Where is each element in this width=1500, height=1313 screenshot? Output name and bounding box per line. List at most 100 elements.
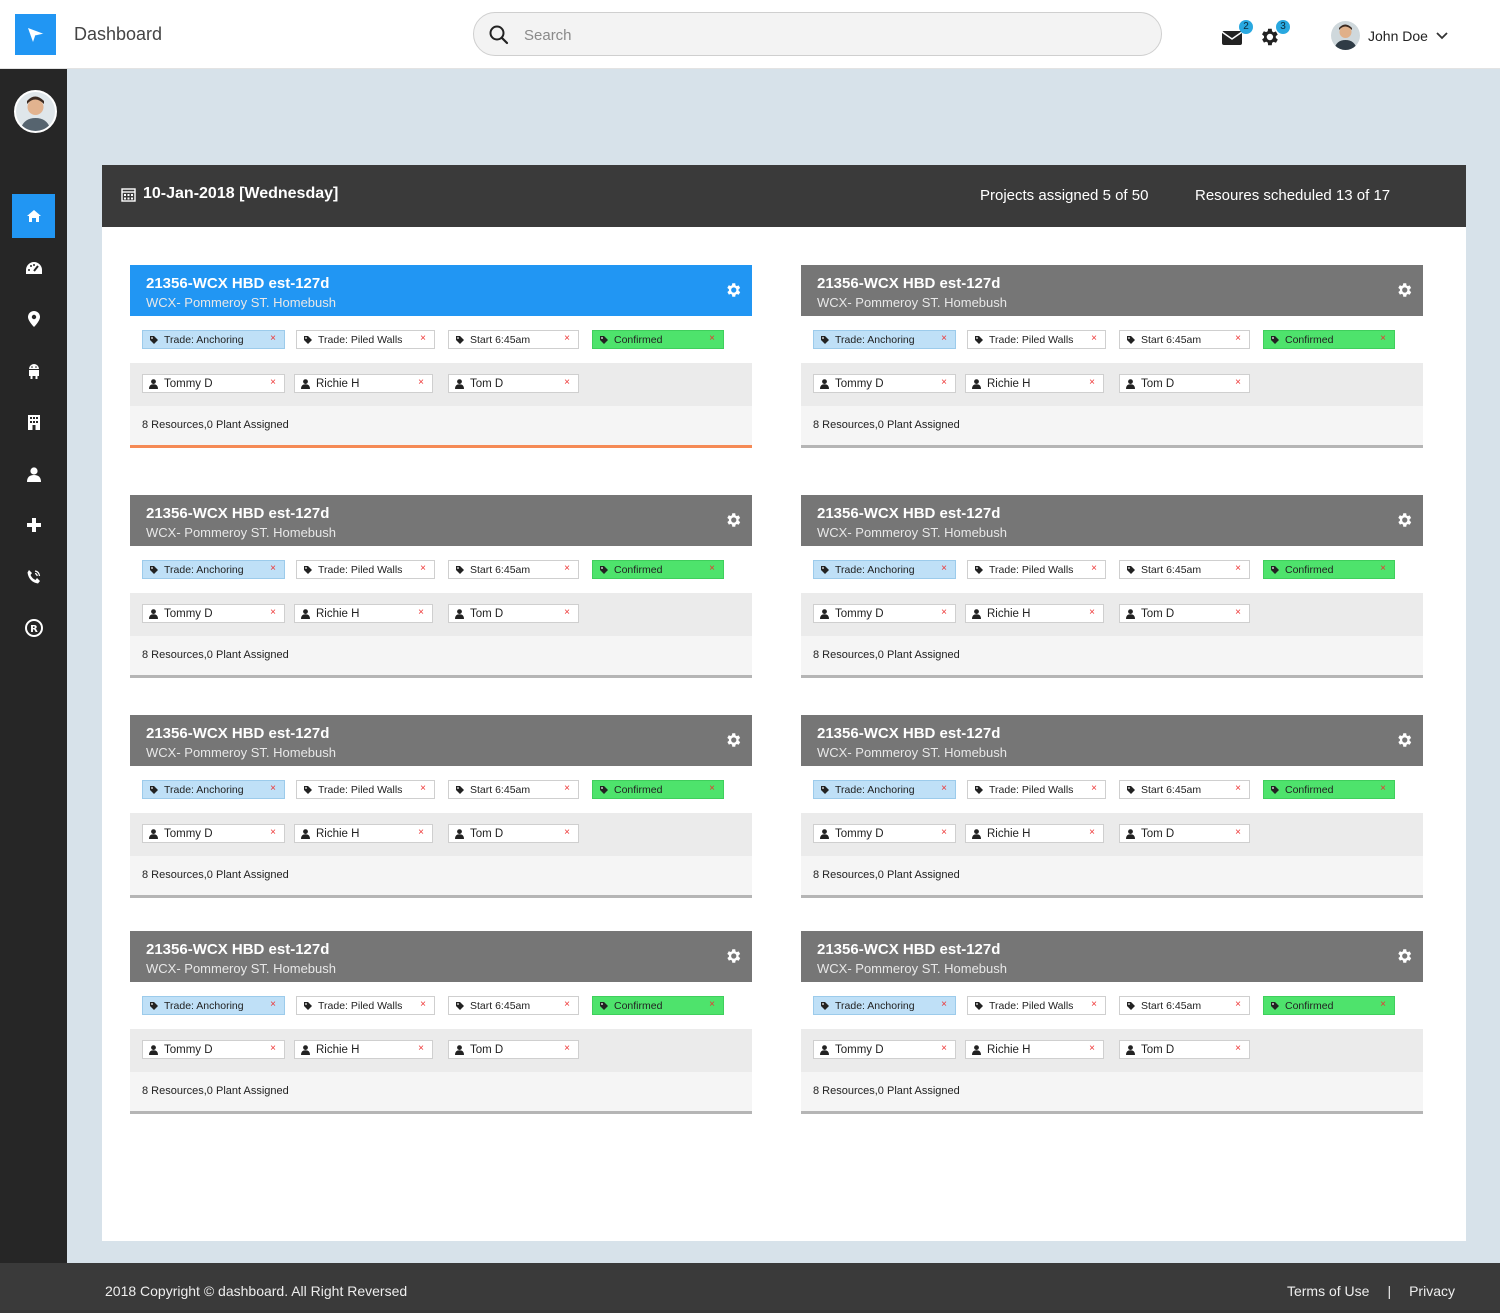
- trade-tag[interactable]: Start 6:45am ×: [1119, 996, 1250, 1015]
- project-card[interactable]: 21356-WCX HBD est-127d WCX- Pommeroy ST. …: [801, 931, 1423, 1114]
- trade-tag[interactable]: Trade: Piled Walls ×: [967, 996, 1106, 1015]
- trade-tag[interactable]: Start 6:45am ×: [448, 560, 579, 579]
- remove-tag-icon[interactable]: ×: [270, 783, 276, 794]
- trade-tag[interactable]: Trade: Anchoring ×: [813, 560, 956, 579]
- gear-icon[interactable]: [724, 947, 742, 970]
- resource-tag[interactable]: Tom D ×: [448, 824, 579, 843]
- project-card[interactable]: 21356-WCX HBD est-127d WCX- Pommeroy ST. …: [130, 265, 752, 448]
- remove-resource-icon[interactable]: ×: [418, 377, 424, 388]
- remove-tag-icon[interactable]: ×: [709, 783, 715, 794]
- gear-icon[interactable]: [1395, 281, 1413, 304]
- project-card[interactable]: 21356-WCX HBD est-127d WCX- Pommeroy ST. …: [801, 265, 1423, 448]
- trade-tag[interactable]: Trade: Anchoring ×: [813, 330, 956, 349]
- app-logo[interactable]: [15, 14, 56, 55]
- remove-resource-icon[interactable]: ×: [1089, 607, 1095, 618]
- project-card[interactable]: 21356-WCX HBD est-127d WCX- Pommeroy ST. …: [801, 495, 1423, 678]
- remove-tag-icon[interactable]: ×: [1091, 783, 1097, 794]
- trade-tag[interactable]: Start 6:45am ×: [448, 996, 579, 1015]
- trade-tag[interactable]: Trade: Piled Walls ×: [296, 330, 435, 349]
- trade-tag[interactable]: Start 6:45am ×: [1119, 560, 1250, 579]
- resource-tag[interactable]: Richie H ×: [965, 374, 1104, 393]
- remove-tag-icon[interactable]: ×: [941, 783, 947, 794]
- sidebar-item-phone[interactable]: [12, 555, 55, 599]
- resource-tag[interactable]: Tommy D ×: [813, 604, 956, 623]
- gear-icon[interactable]: [1395, 731, 1413, 754]
- gear-icon[interactable]: [724, 511, 742, 534]
- remove-tag-icon[interactable]: ×: [1380, 333, 1386, 344]
- remove-resource-icon[interactable]: ×: [270, 1043, 276, 1054]
- remove-resource-icon[interactable]: ×: [564, 1043, 570, 1054]
- trade-tag[interactable]: Trade: Piled Walls ×: [296, 780, 435, 799]
- gear-icon[interactable]: [1395, 511, 1413, 534]
- resource-tag[interactable]: Richie H ×: [965, 1040, 1104, 1059]
- sidebar-avatar[interactable]: [14, 90, 57, 133]
- remove-resource-icon[interactable]: ×: [564, 377, 570, 388]
- remove-resource-icon[interactable]: ×: [1235, 827, 1241, 838]
- trade-tag[interactable]: Start 6:45am ×: [1119, 330, 1250, 349]
- remove-tag-icon[interactable]: ×: [709, 563, 715, 574]
- trade-tag[interactable]: Trade: Anchoring ×: [813, 780, 956, 799]
- resource-tag[interactable]: Richie H ×: [965, 604, 1104, 623]
- trade-tag[interactable]: Confirmed ×: [1263, 330, 1395, 349]
- remove-tag-icon[interactable]: ×: [564, 999, 570, 1010]
- resource-tag[interactable]: Tom D ×: [1119, 604, 1250, 623]
- trade-tag[interactable]: Trade: Piled Walls ×: [967, 330, 1106, 349]
- resource-tag[interactable]: Tom D ×: [448, 604, 579, 623]
- remove-resource-icon[interactable]: ×: [418, 607, 424, 618]
- trade-tag[interactable]: Confirmed ×: [592, 780, 724, 799]
- sidebar-item-location[interactable]: [12, 297, 55, 341]
- remove-resource-icon[interactable]: ×: [1089, 377, 1095, 388]
- remove-resource-icon[interactable]: ×: [418, 1043, 424, 1054]
- search-input[interactable]: [524, 23, 1124, 47]
- sidebar-item-add[interactable]: [12, 503, 55, 547]
- remove-tag-icon[interactable]: ×: [709, 333, 715, 344]
- remove-tag-icon[interactable]: ×: [1091, 563, 1097, 574]
- remove-tag-icon[interactable]: ×: [1380, 783, 1386, 794]
- trade-tag[interactable]: Confirmed ×: [1263, 780, 1395, 799]
- remove-resource-icon[interactable]: ×: [1089, 827, 1095, 838]
- remove-tag-icon[interactable]: ×: [1091, 999, 1097, 1010]
- remove-tag-icon[interactable]: ×: [420, 999, 426, 1010]
- project-card[interactable]: 21356-WCX HBD est-127d WCX- Pommeroy ST. …: [130, 495, 752, 678]
- remove-resource-icon[interactable]: ×: [941, 377, 947, 388]
- resource-tag[interactable]: Tommy D ×: [142, 1040, 285, 1059]
- project-card[interactable]: 21356-WCX HBD est-127d WCX- Pommeroy ST. …: [130, 931, 752, 1114]
- resource-tag[interactable]: Tommy D ×: [813, 374, 956, 393]
- remove-resource-icon[interactable]: ×: [564, 827, 570, 838]
- trade-tag[interactable]: Trade: Piled Walls ×: [296, 996, 435, 1015]
- remove-resource-icon[interactable]: ×: [1089, 1043, 1095, 1054]
- remove-resource-icon[interactable]: ×: [941, 827, 947, 838]
- trade-tag[interactable]: Confirmed ×: [592, 560, 724, 579]
- resource-tag[interactable]: Richie H ×: [294, 824, 433, 843]
- settings-button[interactable]: 3: [1258, 20, 1290, 48]
- remove-tag-icon[interactable]: ×: [1235, 563, 1241, 574]
- trade-tag[interactable]: Start 6:45am ×: [448, 330, 579, 349]
- resource-tag[interactable]: Richie H ×: [294, 604, 433, 623]
- trade-tag[interactable]: Confirmed ×: [1263, 560, 1395, 579]
- remove-tag-icon[interactable]: ×: [1380, 999, 1386, 1010]
- terms-link[interactable]: Terms of Use: [1286, 1283, 1370, 1299]
- remove-tag-icon[interactable]: ×: [564, 563, 570, 574]
- search-bar[interactable]: [473, 12, 1162, 56]
- trade-tag[interactable]: Start 6:45am ×: [448, 780, 579, 799]
- remove-tag-icon[interactable]: ×: [270, 999, 276, 1010]
- trade-tag[interactable]: Start 6:45am ×: [1119, 780, 1250, 799]
- remove-resource-icon[interactable]: ×: [270, 607, 276, 618]
- trade-tag[interactable]: Trade: Anchoring ×: [813, 996, 956, 1015]
- remove-tag-icon[interactable]: ×: [941, 333, 947, 344]
- sidebar-item-home[interactable]: [12, 194, 55, 238]
- remove-tag-icon[interactable]: ×: [941, 999, 947, 1010]
- remove-tag-icon[interactable]: ×: [420, 563, 426, 574]
- resource-tag[interactable]: Tommy D ×: [142, 824, 285, 843]
- trade-tag[interactable]: Confirmed ×: [1263, 996, 1395, 1015]
- remove-tag-icon[interactable]: ×: [1380, 563, 1386, 574]
- resource-tag[interactable]: Tommy D ×: [813, 824, 956, 843]
- trade-tag[interactable]: Trade: Piled Walls ×: [296, 560, 435, 579]
- sidebar-item-dashboard[interactable]: [12, 246, 55, 290]
- remove-resource-icon[interactable]: ×: [941, 607, 947, 618]
- sidebar-item-building[interactable]: [12, 400, 55, 444]
- remove-tag-icon[interactable]: ×: [1091, 333, 1097, 344]
- resource-tag[interactable]: Tom D ×: [448, 1040, 579, 1059]
- sidebar-item-registered[interactable]: R: [12, 606, 55, 650]
- project-card[interactable]: 21356-WCX HBD est-127d WCX- Pommeroy ST. …: [801, 715, 1423, 898]
